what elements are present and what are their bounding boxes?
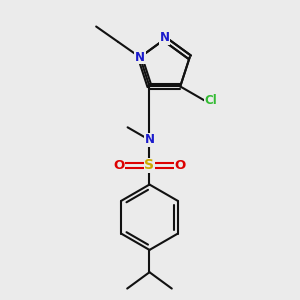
Text: N: N: [160, 31, 170, 44]
Text: O: O: [175, 159, 186, 172]
Text: S: S: [145, 158, 154, 172]
Text: Cl: Cl: [205, 94, 217, 107]
Text: N: N: [135, 51, 145, 64]
Text: N: N: [145, 134, 154, 146]
Text: O: O: [113, 159, 124, 172]
